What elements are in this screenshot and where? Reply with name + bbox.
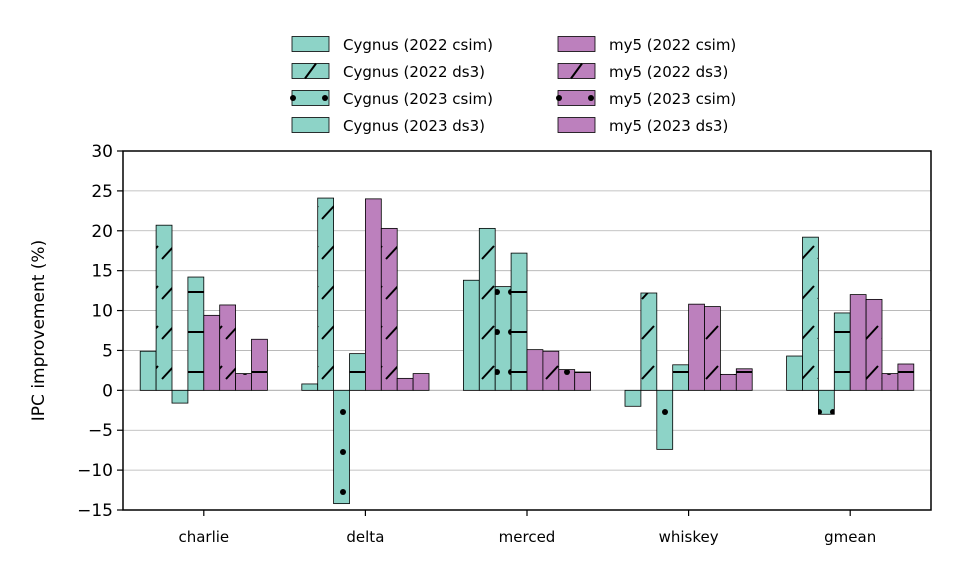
legend-label: Cygnus (2023 ds3) (343, 117, 485, 135)
bar-hatch (574, 371, 591, 391)
bar-hatch (349, 353, 366, 391)
y-tick-label: −15 (77, 501, 113, 521)
legend-swatch (291, 36, 330, 52)
legend-item: Cygnus (2023 csim) (290, 90, 493, 108)
y-tick-label: −5 (88, 421, 113, 441)
bars (139, 197, 915, 505)
bar-hatch (172, 390, 188, 404)
bar-hatch (479, 228, 496, 391)
bar-hatch (156, 225, 172, 391)
x-axis: charlie delta merced whiskey gmean (178, 510, 876, 546)
y-tick-label: 0 (102, 381, 113, 401)
bar-hatch (219, 304, 236, 391)
bar (688, 303, 705, 391)
legend-label: Cygnus (2022 ds3) (343, 63, 485, 81)
y-tick-label: 25 (91, 182, 113, 202)
x-tick-label: delta (346, 528, 384, 546)
bar-hatch (317, 198, 334, 391)
legend-swatch (557, 36, 596, 52)
legend-item: Cygnus (2022 csim) (291, 36, 493, 54)
y-tick-label: 20 (91, 222, 113, 242)
bar-hatch (397, 378, 414, 391)
x-tick-label: merced (499, 528, 556, 546)
legend-item: my5 (2023 ds3) (557, 117, 728, 135)
legend-swatch (557, 117, 596, 133)
bar-hatch (656, 390, 673, 450)
y-tick-label: 5 (102, 341, 113, 361)
bar-hatch (866, 299, 882, 391)
bar-hatch (736, 368, 753, 391)
legend: Cygnus (2022 csim) Cygnus (2022 ds3) Cygnu… (290, 36, 736, 135)
legend-item: my5 (2022 csim) (557, 36, 736, 54)
legend-hatch (588, 95, 594, 101)
y-axis: −15 −10 −5 0 5 10 15 20 25 30 (77, 142, 123, 521)
y-tick-label: 15 (91, 262, 113, 282)
bar (462, 279, 480, 391)
y-tick-label: 30 (91, 142, 113, 162)
bar-hatch (818, 390, 835, 415)
bar (301, 383, 319, 391)
bar (786, 355, 803, 391)
y-tick-label: 10 (91, 302, 113, 322)
legend-swatch (291, 117, 330, 133)
legend-hatch (570, 62, 583, 80)
x-tick-label: whiskey (659, 528, 719, 546)
bar-hatch (511, 253, 527, 391)
legend-label: Cygnus (2023 csim) (343, 90, 493, 108)
y-axis-title: IPC improvement (%) (29, 240, 49, 421)
legend-label: my5 (2023 csim) (609, 90, 736, 108)
legend-item: Cygnus (2022 ds3) (291, 62, 485, 81)
bar-hatch (558, 369, 575, 391)
bar-hatch (897, 364, 914, 391)
legend-item: my5 (2022 ds3) (557, 62, 728, 81)
bar (849, 294, 867, 391)
x-tick-label: charlie (178, 528, 229, 546)
bar (203, 314, 221, 391)
legend-item: my5 (2023 csim) (556, 90, 736, 108)
legend-hatch (322, 95, 328, 101)
bar-hatch (333, 390, 350, 504)
bar-hatch (882, 373, 898, 391)
y-tick-label: −10 (77, 461, 113, 481)
legend-hatch (304, 62, 317, 80)
legend-hatch (556, 95, 562, 101)
bar-hatch (672, 364, 689, 391)
bar-hatch (704, 306, 721, 391)
bar-hatch (802, 237, 819, 391)
legend-label: my5 (2023 ds3) (609, 117, 728, 135)
bar (526, 349, 544, 391)
legend-label: my5 (2022 csim) (609, 36, 736, 54)
legend-label: my5 (2022 ds3) (609, 63, 728, 81)
bar (139, 350, 157, 391)
legend-item: Cygnus (2023 ds3) (291, 117, 485, 135)
bar-hatch (834, 312, 851, 391)
bar (364, 198, 382, 391)
legend-hatch (290, 95, 296, 101)
bar-hatch (720, 374, 737, 391)
x-tick-label: gmean (824, 528, 876, 546)
bar-hatch (495, 286, 512, 391)
legend-label: Cygnus (2022 csim) (343, 36, 493, 54)
bar-hatch (542, 351, 559, 391)
bar (624, 389, 642, 407)
plot-frame (122, 150, 932, 511)
bar-hatch (640, 293, 657, 391)
bar-hatch (235, 373, 252, 391)
bar-hatch (251, 339, 268, 391)
bar-hatch (413, 373, 429, 391)
bar-hatch (187, 277, 204, 391)
bar-hatch (381, 228, 398, 391)
